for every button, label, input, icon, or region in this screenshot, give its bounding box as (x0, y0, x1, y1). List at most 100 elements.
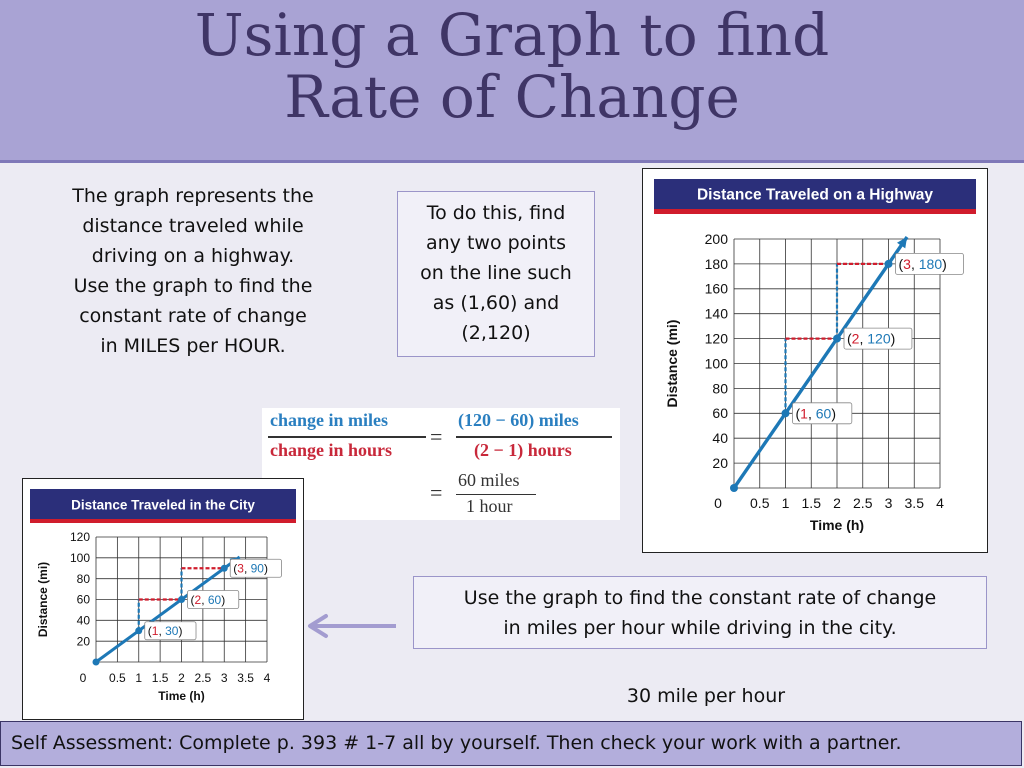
chart-header (654, 179, 976, 209)
intro-text: The graph represents the distance travel… (42, 181, 344, 361)
data-point (781, 409, 790, 418)
point-label: (2, 60) (191, 593, 226, 607)
formula-bar-left (268, 436, 426, 438)
title-band (0, 0, 1024, 163)
chart-header-accent (654, 209, 976, 214)
x-tick-label: 1.5 (152, 671, 169, 685)
rate-formula: change in miles change in hours = (120 −… (262, 408, 620, 520)
y-tick-label: 60 (77, 593, 91, 607)
x-tick-label: 3 (221, 671, 228, 685)
point-label: (3, 90) (233, 562, 268, 576)
hint-text: To do this, find any two points on the l… (398, 198, 594, 348)
point-label-box (792, 402, 853, 425)
formula-den-left: change in hours (270, 440, 393, 460)
x-tick-label: 3.5 (905, 495, 925, 511)
arrowhead (896, 237, 908, 249)
data-line (95, 555, 241, 664)
y-tick-label: 40 (77, 614, 91, 628)
y-tick-label: 140 (705, 306, 729, 322)
slide-title-line1: Using a Graph to find (194, 1, 830, 69)
x-axis-label: Time (h) (158, 689, 204, 703)
formula-num-result: 60 miles (458, 470, 520, 490)
city-graph-frame: Distance Traveled in the City 0 0.5 1 1.5 2 2.… (22, 478, 304, 720)
formula-den-right: (2 − 1) hours (474, 440, 572, 460)
point-label: (1, 30) (148, 624, 183, 638)
intro-line: The graph represents the (72, 185, 314, 207)
point-label: (1, 60) (796, 405, 837, 421)
intro-line: in MILES per HOUR. (100, 335, 286, 357)
hint-line: on the line such (420, 262, 572, 284)
point-label: (3, 180) (899, 256, 947, 272)
formula-bar-right (456, 436, 612, 438)
city-task-box: Use the graph to find the constant rate … (413, 576, 987, 649)
y-tick-label: 60 (712, 405, 728, 421)
highway-graph-frame: Distance Traveled on a Highway 0 0.5 1 1.5 2 2… (642, 168, 988, 553)
hint-line: To do this, find (426, 202, 566, 224)
data-point (92, 658, 100, 666)
intro-line: driving on a highway. (91, 245, 295, 267)
data-point (220, 564, 228, 572)
formula-num-left: change in miles (270, 410, 389, 430)
formula-num-right: (120 − 60) miles (458, 410, 579, 430)
formula-equals-2: = (430, 480, 443, 505)
chart-title: Distance Traveled on a Highway (697, 186, 933, 203)
city-task-line: Use the graph to find the constant rate … (463, 587, 937, 609)
data-line (732, 236, 909, 489)
data-point (884, 259, 893, 268)
x-tick-label: 1 (782, 495, 790, 511)
x-tick-label: 0.5 (109, 671, 126, 685)
y-tick-label: 160 (705, 281, 729, 297)
self-assessment-bar: Self Assessment: Complete p. 393 # 1-7 a… (0, 721, 1022, 766)
y-tick-label: 100 (705, 355, 729, 371)
y-tick-label: 40 (712, 430, 728, 446)
city-graph: Distance Traveled in the City 0 0.5 1 1.5 2 2.… (30, 489, 296, 703)
x-axis-label: Time (h) (810, 517, 864, 533)
point-label-box (229, 558, 282, 578)
x-tick-label: 0 (714, 495, 722, 511)
point-label-box (895, 253, 964, 275)
y-tick-label: 120 (705, 331, 729, 347)
y-tick-label: 180 (705, 256, 729, 272)
y-tick-label: 80 (77, 572, 91, 586)
chart-header (30, 489, 296, 519)
formula-equals: = (430, 424, 443, 449)
intro-line: Use the graph to find the (73, 275, 313, 297)
x-tick-label: 1 (135, 671, 142, 685)
city-task-text: Use the graph to find the constant rate … (414, 583, 986, 643)
chart-title: Distance Traveled in the City (71, 497, 255, 512)
data-point (833, 334, 841, 343)
y-tick-label: 120 (70, 530, 90, 544)
y-tick-label: 200 (705, 231, 729, 247)
hint-box: To do this, find any two points on the l… (397, 191, 595, 357)
x-tick-label: 2.5 (853, 495, 873, 511)
x-tick-label: 0 (80, 671, 87, 685)
x-tick-label: 2.5 (195, 671, 212, 685)
x-tick-label: 3.5 (237, 671, 254, 685)
x-tick-label: 1.5 (802, 495, 822, 511)
hint-line: as (1,60) and (432, 292, 560, 314)
y-axis-label: Distance (mi) (664, 320, 680, 408)
data-point (135, 627, 143, 635)
point-label: (2, 120) (847, 331, 895, 347)
city-answer: 30 mile per hour (626, 685, 786, 707)
x-tick-label: 2 (178, 671, 185, 685)
intro-line: constant rate of change (79, 305, 307, 327)
x-tick-label: 4 (264, 671, 271, 685)
point-label-box (843, 327, 913, 350)
y-tick-label: 100 (70, 551, 90, 565)
y-tick-label: 20 (712, 455, 728, 471)
formula-bar-result (456, 494, 536, 495)
city-task-line: in miles per hour while driving in the c… (503, 617, 897, 639)
slide-title: Using a Graph to find Rate of Change (0, 4, 1024, 128)
point-label-box (187, 590, 240, 609)
formula-den-result: 1 hour (466, 496, 513, 516)
x-tick-label: 0.5 (750, 495, 770, 511)
data-point (730, 484, 738, 492)
x-tick-label: 2 (833, 495, 841, 511)
hint-line: any two points (426, 232, 566, 254)
x-tick-label: 4 (936, 495, 944, 511)
point-label-box (144, 621, 197, 641)
chart-header-accent (30, 519, 296, 523)
left-arrow-icon (308, 614, 396, 638)
